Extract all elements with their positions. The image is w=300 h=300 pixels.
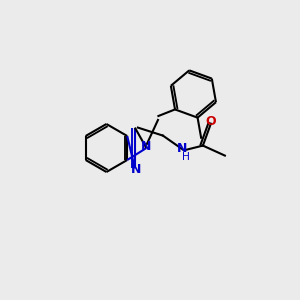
Text: N: N [177, 142, 187, 155]
Text: O: O [206, 115, 216, 128]
Text: N: N [131, 163, 141, 176]
Text: H: H [182, 152, 190, 162]
Text: N: N [141, 140, 152, 152]
